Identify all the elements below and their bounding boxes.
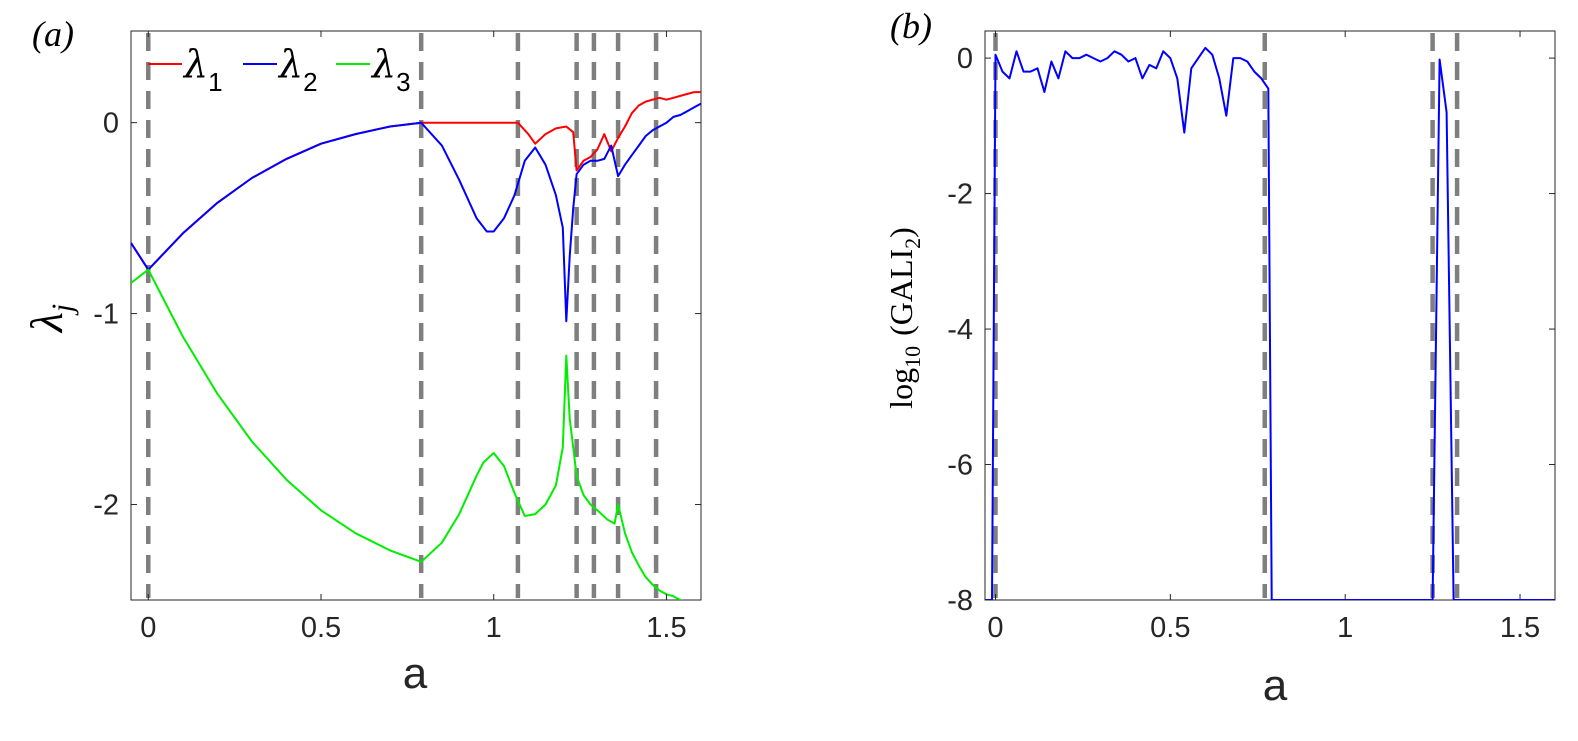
panel-b-ytick-label-3: -6 [947, 450, 973, 482]
panel-a-series-line-1 [131, 91, 701, 271]
panel-b-ytick-label-4: -8 [947, 585, 973, 617]
panel-a-x-ticks: 0 0.5 1 1.5 [140, 31, 687, 644]
panel-a-series-line-3 [131, 268, 683, 600]
panel-b-series-line-1 [985, 46, 1555, 600]
panel-a-xtick-label-1: 0.5 [301, 612, 341, 644]
panel-b-ylabel-gali: (GALI [883, 249, 919, 336]
panel-b-xtick-label-0: 0 [987, 612, 1003, 644]
panel-b-chart: (b) 0 0.5 1 1.5 0 -2 -4 -6 -8 a log10 (GALI2) [883, 6, 1556, 710]
panel-b-xtick-label-3: 1.5 [1500, 612, 1540, 644]
panel-a-ytick-label-2: -2 [93, 490, 119, 522]
panel-b-ylabel-log: log [883, 368, 919, 409]
panel-a-y-axis-label: λj [21, 304, 79, 334]
panel-a-ylabel-main: λ [21, 312, 72, 334]
panel-b-vlines [993, 33, 1460, 598]
panel-b-xtick-label-2: 1 [1337, 612, 1353, 644]
legend-entry-3: λ3 [370, 42, 411, 97]
panel-a-vlines [146, 33, 659, 598]
panel-a-chart: (a) 0 0.5 1 1.5 0 -1 -2 a λj λ1 λ2 λ3 [21, 14, 702, 698]
panel-a-xtick-label-3: 1.5 [646, 612, 686, 644]
legend-entry-1: λ1 [182, 42, 223, 97]
panel-a-ytick-label-0: 0 [103, 108, 119, 140]
panel-b-y-ticks: 0 -2 -4 -6 -8 [947, 43, 1555, 617]
legend-entry-2: λ2 [277, 42, 318, 97]
panel-b-ylabel-sub10: 10 [900, 346, 925, 368]
panel-a-x-axis-label: a [403, 649, 428, 698]
panel-b-ylabel-close: ) [883, 227, 919, 238]
panel-b-xtick-label-1: 0.5 [1150, 612, 1190, 644]
svg-text:log10(GALI2): log10 (GALI2) [883, 227, 925, 409]
panel-b-label: (b) [890, 6, 932, 46]
panel-b-x-axis-label: a [1263, 661, 1288, 710]
svg-text:λj: λj [21, 304, 79, 334]
panel-a-ytick-label-1: -1 [93, 299, 119, 331]
panel-b-ytick-label-0: 0 [957, 43, 973, 75]
panel-a-y-ticks: 0 -1 -2 [93, 108, 701, 522]
panel-a-axes-box [130, 30, 702, 601]
panel-b-y-axis-label: log10 (GALI2) [883, 227, 925, 409]
panel-b-ytick-label-1: -2 [947, 179, 973, 211]
panel-b-x-ticks: 0 0.5 1 1.5 [987, 31, 1540, 644]
panel-b-series-lines [985, 46, 1555, 600]
panel-b-ytick-label-2: -4 [947, 314, 973, 346]
panel-b-ylabel-sub2: 2 [900, 238, 925, 249]
panel-a-series-lines [131, 91, 701, 600]
panel-a-xtick-label-0: 0 [140, 612, 156, 644]
panel-a-series-line-2 [131, 102, 701, 323]
panel-b-axes-box [984, 30, 1556, 601]
panel-a-legend: λ1 λ2 λ3 [148, 42, 411, 97]
panel-a-label: (a) [32, 14, 74, 54]
panel-a-ylabel-sub: j [46, 304, 79, 316]
panel-a-xtick-label-2: 1 [486, 612, 502, 644]
